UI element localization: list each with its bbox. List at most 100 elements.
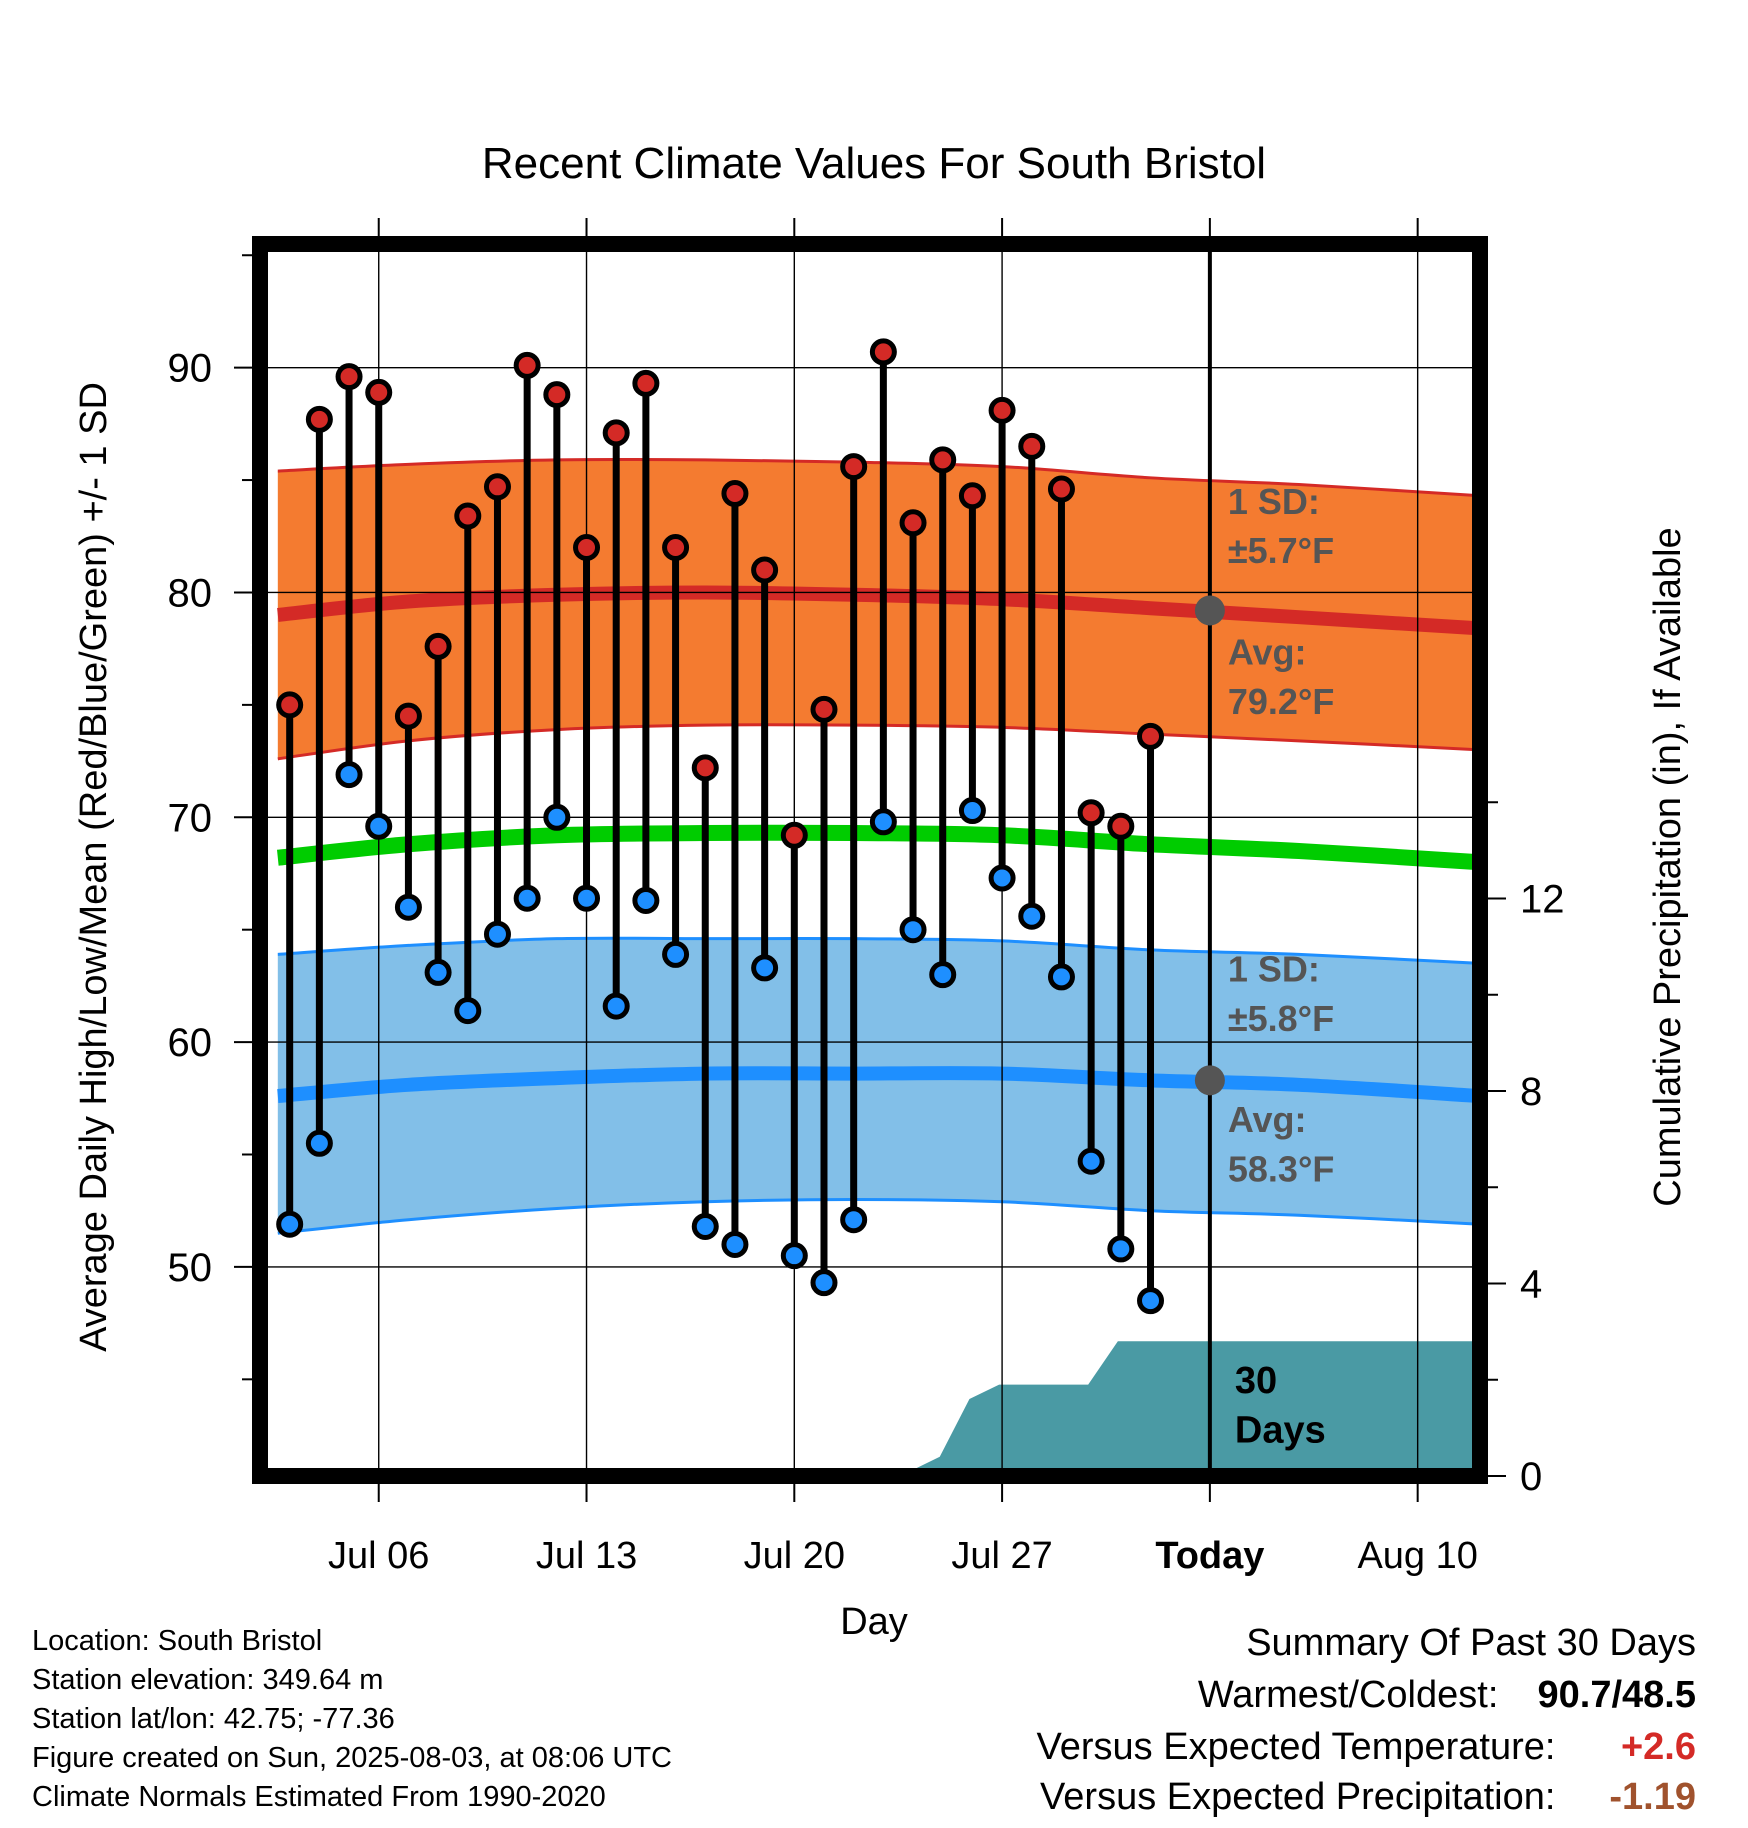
y-axis-left-label: Average Daily High/Low/Mean (Red/Blue/Gr… [73, 382, 115, 1352]
daily-low-point [1107, 1235, 1135, 1263]
daily-high-point [691, 754, 719, 782]
daily-low-point [632, 886, 660, 914]
daily-low-point [543, 803, 571, 831]
daily-low-point [1047, 963, 1075, 991]
daily-high-point [751, 556, 779, 584]
daily-low-point [691, 1212, 719, 1240]
daily-low-point [840, 1206, 868, 1234]
daily-low-point [780, 1242, 808, 1270]
normals-period: Climate Normals Estimated From 1990-2020 [32, 1781, 606, 1813]
low-normal-band [277, 938, 1480, 1234]
daily-low-point [573, 884, 601, 912]
daily-high-point [721, 480, 749, 508]
daily-high-point [988, 396, 1016, 424]
daily-low-point [602, 992, 630, 1020]
x-tick-label: Jul 27 [951, 1535, 1052, 1577]
daily-low-point [1018, 902, 1046, 930]
daily-high-point [573, 534, 601, 562]
plot-frame [252, 236, 1488, 1484]
low-sd-value: ±5.8°F [1228, 998, 1334, 1039]
daily-low-point [1077, 1147, 1105, 1175]
precipitation-label: Versus Expected Precipitation: [1040, 1776, 1556, 1818]
period-label-number: 30 [1235, 1360, 1277, 1402]
x-tick-label: Jul 20 [744, 1535, 845, 1577]
daily-high-point [780, 821, 808, 849]
low-avg-label: Avg: [1228, 1099, 1307, 1140]
high-sd-value: ±5.7°F [1228, 530, 1334, 571]
daily-low-point [810, 1269, 838, 1297]
y-right-tick-label: 0 [1520, 1455, 1542, 1499]
daily-high-point [1018, 432, 1046, 460]
daily-low-point [513, 884, 541, 912]
y-right-tick-label: 4 [1520, 1263, 1542, 1307]
daily-high-point [1047, 475, 1075, 503]
high-today-avg-marker [1194, 595, 1225, 626]
summary-heading: Summary Of Past 30 Days [1246, 1622, 1696, 1664]
daily-low-point [751, 954, 779, 982]
daily-low-point [276, 1210, 304, 1238]
station-info: Location: South Bristol Station elevatio… [32, 1622, 672, 1817]
high-avg-value: 79.2°F [1228, 681, 1334, 722]
daily-low-point [721, 1230, 749, 1258]
daily-high-point [424, 632, 452, 660]
daily-low-point [394, 893, 422, 921]
summary-temperature: Versus Expected Temperature: +2.6 [1037, 1726, 1696, 1769]
daily-high-point [602, 419, 630, 447]
summary-warmest-coldest: Warmest/Coldest: 90.7/48.5 [1198, 1674, 1696, 1717]
daily-high-point [365, 378, 393, 406]
daily-high-point [305, 405, 333, 433]
precipitation-value: -1.19 [1609, 1776, 1696, 1818]
y-left-tick-label: 50 [168, 1246, 213, 1290]
x-tick-label: Aug 10 [1357, 1535, 1477, 1577]
y-left-tick-label: 80 [168, 571, 213, 615]
y-axis-right-label: Cumulative Precipitation (in), If Availa… [1647, 527, 1689, 1206]
daily-high-point [513, 351, 541, 379]
daily-low-point [1137, 1287, 1165, 1315]
daily-low-point [365, 812, 393, 840]
high-sd-label: 1 SD: [1228, 481, 1320, 522]
daily-low-point [958, 797, 986, 825]
daily-high-point [276, 691, 304, 719]
daily-low-point [454, 997, 482, 1025]
daily-high-point [1107, 812, 1135, 840]
daily-high-point [543, 381, 571, 409]
station-location: Location: South Bristol [32, 1625, 323, 1657]
daily-low-point [988, 864, 1016, 892]
daily-high-point [869, 338, 897, 366]
daily-high-point [958, 482, 986, 510]
daily-high-point [483, 473, 511, 501]
daily-high-point [454, 502, 482, 530]
temperature-label: Versus Expected Temperature: [1036, 1726, 1556, 1768]
precipitation-area [277, 1341, 1480, 1476]
daily-high-point [929, 446, 957, 474]
x-tick-label: Jul 13 [536, 1535, 637, 1577]
daily-low-point [335, 761, 363, 789]
daily-high-point [840, 453, 868, 481]
y-left-tick-label: 90 [168, 347, 213, 391]
daily-low-point [929, 961, 957, 989]
station-elevation: Station elevation: 349.64 m [32, 1664, 384, 1696]
figure-created: Figure created on Sun, 2025-08-03, at 08… [32, 1742, 672, 1774]
temperature-value: +2.6 [1620, 1726, 1696, 1768]
station-latlon: Station lat/lon: 42.75; -77.36 [32, 1703, 395, 1735]
y-right-tick-label: 12 [1520, 878, 1565, 922]
low-avg-value: 58.3°F [1228, 1148, 1334, 1189]
daily-high-point [335, 363, 363, 391]
daily-low-point [869, 808, 897, 836]
warmest-coldest-label: Warmest/Coldest: [1197, 1674, 1499, 1716]
daily-low-point [899, 916, 927, 944]
y-right-tick-label: 8 [1520, 1070, 1542, 1114]
axes: Jul 06 Jul 13 Jul 20 Jul 27 Today Aug 10 50 60 7… [168, 218, 1565, 1577]
daily-high-point [662, 534, 690, 562]
high-normal-band [277, 459, 1480, 759]
daily-low-point [662, 940, 690, 968]
daily-low-point [483, 920, 511, 948]
x-axis-label: Day [840, 1601, 908, 1643]
daily-high-point [899, 509, 927, 537]
low-today-avg-marker [1194, 1065, 1225, 1096]
daily-low-point [305, 1129, 333, 1157]
daily-high-point [810, 695, 838, 723]
daily-low-point [424, 958, 452, 986]
mean-normal-line [276, 824, 1480, 871]
high-avg-label: Avg: [1228, 631, 1307, 672]
